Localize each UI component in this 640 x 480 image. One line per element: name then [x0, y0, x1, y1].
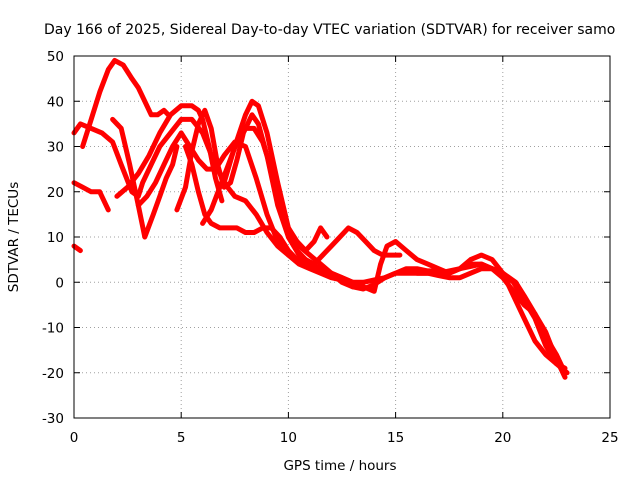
series-line-trace-11 — [221, 98, 568, 371]
y-tick-label: 0 — [55, 275, 64, 291]
y-tick-label: -20 — [42, 366, 64, 382]
y-tick-label: 30 — [47, 140, 64, 156]
series-line-trace-4 — [71, 243, 83, 254]
tick-labels: 0 5 10 15 20 25 -30 -20 -10 0 10 20 30 40 50 — [42, 49, 619, 446]
y-tick-label: 50 — [47, 49, 64, 65]
y-tick-label: -10 — [42, 321, 64, 337]
series-line-trace-9 — [183, 144, 403, 267]
x-tick-label: 25 — [601, 430, 618, 446]
x-tick-label: 0 — [70, 430, 79, 446]
y-axis-label: SDTVAR / TECUs — [6, 182, 22, 292]
y-tick-label: 40 — [47, 94, 64, 110]
plot-series — [71, 58, 570, 380]
series-line-trace-2 — [80, 58, 171, 149]
x-axis-label: GPS time / hours — [283, 458, 396, 474]
series-line-trace-3 — [71, 180, 111, 213]
y-tick-label: 20 — [47, 185, 64, 201]
x-tick-label: 15 — [387, 430, 404, 446]
x-tick-label: 5 — [177, 430, 186, 446]
chart-title: Day 166 of 2025, Sidereal Day-to-day VTE… — [44, 22, 615, 38]
series-line-trace-12 — [285, 234, 317, 272]
plot-frame — [73, 55, 611, 419]
series-line-trace-13 — [414, 266, 570, 376]
series-line-trace-7 — [135, 130, 568, 380]
x-tick-label: 20 — [494, 430, 511, 446]
series-line-trace-6 — [114, 103, 225, 204]
series-line-trace-5 — [110, 116, 180, 240]
y-tick-label: -30 — [42, 411, 64, 427]
y-tick-label: 10 — [47, 230, 64, 246]
x-tick-label: 10 — [280, 430, 297, 446]
